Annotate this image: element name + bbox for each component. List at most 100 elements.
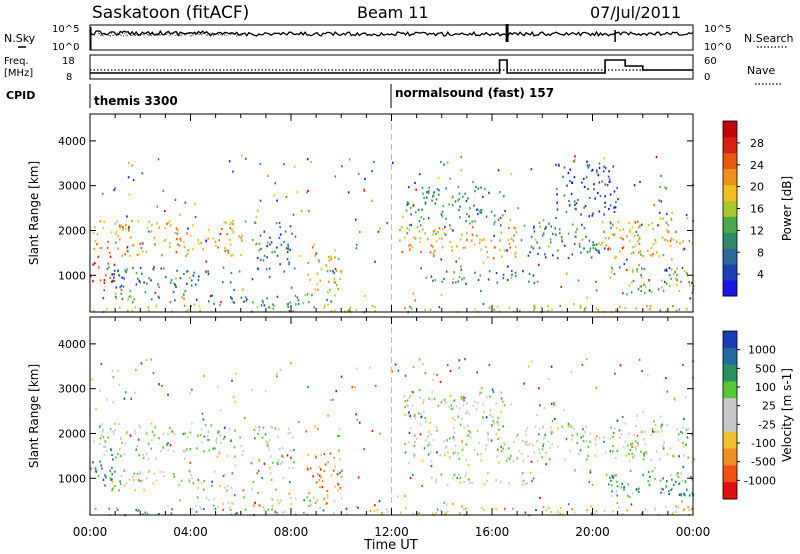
data-cell (263, 509, 266, 512)
data-cell (670, 217, 672, 221)
data-cell (113, 269, 116, 272)
data-cell (659, 217, 661, 220)
data-cell (142, 456, 145, 460)
data-cell (670, 488, 672, 492)
data-cell (492, 391, 495, 394)
noise-traces (89, 24, 694, 50)
data-cell (324, 463, 327, 466)
data-cell (670, 474, 672, 477)
data-cell (385, 508, 388, 511)
data-cell (93, 310, 95, 313)
data-cell (94, 226, 96, 229)
data-cell (568, 204, 571, 207)
data-cell (137, 438, 140, 441)
data-cell (548, 458, 551, 461)
data-cell (205, 260, 207, 263)
data-cell (645, 508, 647, 511)
data-cell (423, 399, 425, 402)
data-cell (292, 309, 295, 312)
colorbar-frame (722, 330, 738, 500)
data-cell (556, 201, 558, 204)
data-cell (641, 267, 643, 270)
data-cell (458, 257, 460, 260)
data-cell (483, 508, 485, 511)
data-cell (207, 430, 210, 433)
data-cell (520, 452, 523, 455)
data-cell (608, 180, 611, 183)
data-cell (430, 459, 433, 463)
data-cell (608, 178, 611, 181)
data-cell (303, 511, 305, 514)
data-cell (153, 268, 155, 271)
data-cell (121, 276, 123, 279)
data-cell (220, 301, 222, 304)
data-cell (207, 237, 209, 240)
data-cell (608, 207, 610, 211)
data-cell (321, 486, 324, 489)
data-cell (533, 225, 535, 228)
data-cell (232, 254, 234, 257)
data-cell (277, 428, 280, 431)
data-cell (199, 505, 201, 508)
data-cell (94, 467, 97, 470)
data-cell (419, 237, 422, 240)
data-cell (266, 241, 269, 244)
data-cell (287, 244, 289, 247)
data-cell (530, 168, 533, 171)
data-cell (271, 508, 273, 511)
data-cell (550, 432, 553, 435)
data-cell (187, 308, 189, 311)
data-cell (408, 224, 411, 227)
data-cell (565, 210, 568, 214)
data-cell (408, 396, 411, 399)
data-cell (569, 450, 572, 453)
data-cell (217, 431, 219, 434)
data-cell (592, 212, 594, 215)
data-cell (587, 455, 589, 458)
data-cell (189, 392, 191, 395)
data-cell (254, 243, 257, 246)
data-cell (117, 453, 119, 456)
data-cell (228, 506, 231, 509)
data-cell (686, 217, 689, 220)
data-cell (613, 427, 616, 430)
data-cell (269, 243, 271, 246)
data-cell (610, 479, 612, 482)
data-cell (648, 279, 650, 282)
data-cell (669, 245, 672, 248)
data-cell (189, 276, 191, 279)
data-cell (414, 299, 417, 302)
data-cell (629, 449, 632, 452)
data-cell (264, 390, 267, 393)
data-cell (678, 308, 681, 311)
data-cell (543, 437, 545, 440)
data-cell (386, 222, 388, 225)
data-cell (485, 245, 487, 248)
data-cell (285, 247, 288, 250)
data-cell (128, 229, 130, 232)
data-cell (585, 358, 588, 361)
data-cell (306, 293, 309, 296)
data-cell (175, 277, 177, 280)
data-cell (118, 422, 120, 426)
data-cell (419, 240, 421, 243)
data-cell (303, 499, 305, 502)
data-cell (269, 236, 271, 239)
data-cell (252, 480, 255, 483)
data-cell (462, 404, 465, 407)
data-cell (276, 461, 279, 464)
data-cell (593, 183, 595, 186)
freq-trace (90, 59, 693, 74)
data-cell (478, 241, 481, 244)
data-cell (665, 187, 667, 190)
data-cell (551, 443, 553, 446)
data-cell (472, 180, 474, 184)
data-cell (129, 434, 132, 437)
data-cell (119, 454, 122, 458)
y-tick-label: 4000 (58, 135, 86, 148)
data-cell (666, 423, 669, 427)
data-cell (263, 304, 266, 307)
data-cell (598, 162, 601, 165)
data-cell (290, 449, 292, 452)
data-cell (552, 232, 554, 235)
